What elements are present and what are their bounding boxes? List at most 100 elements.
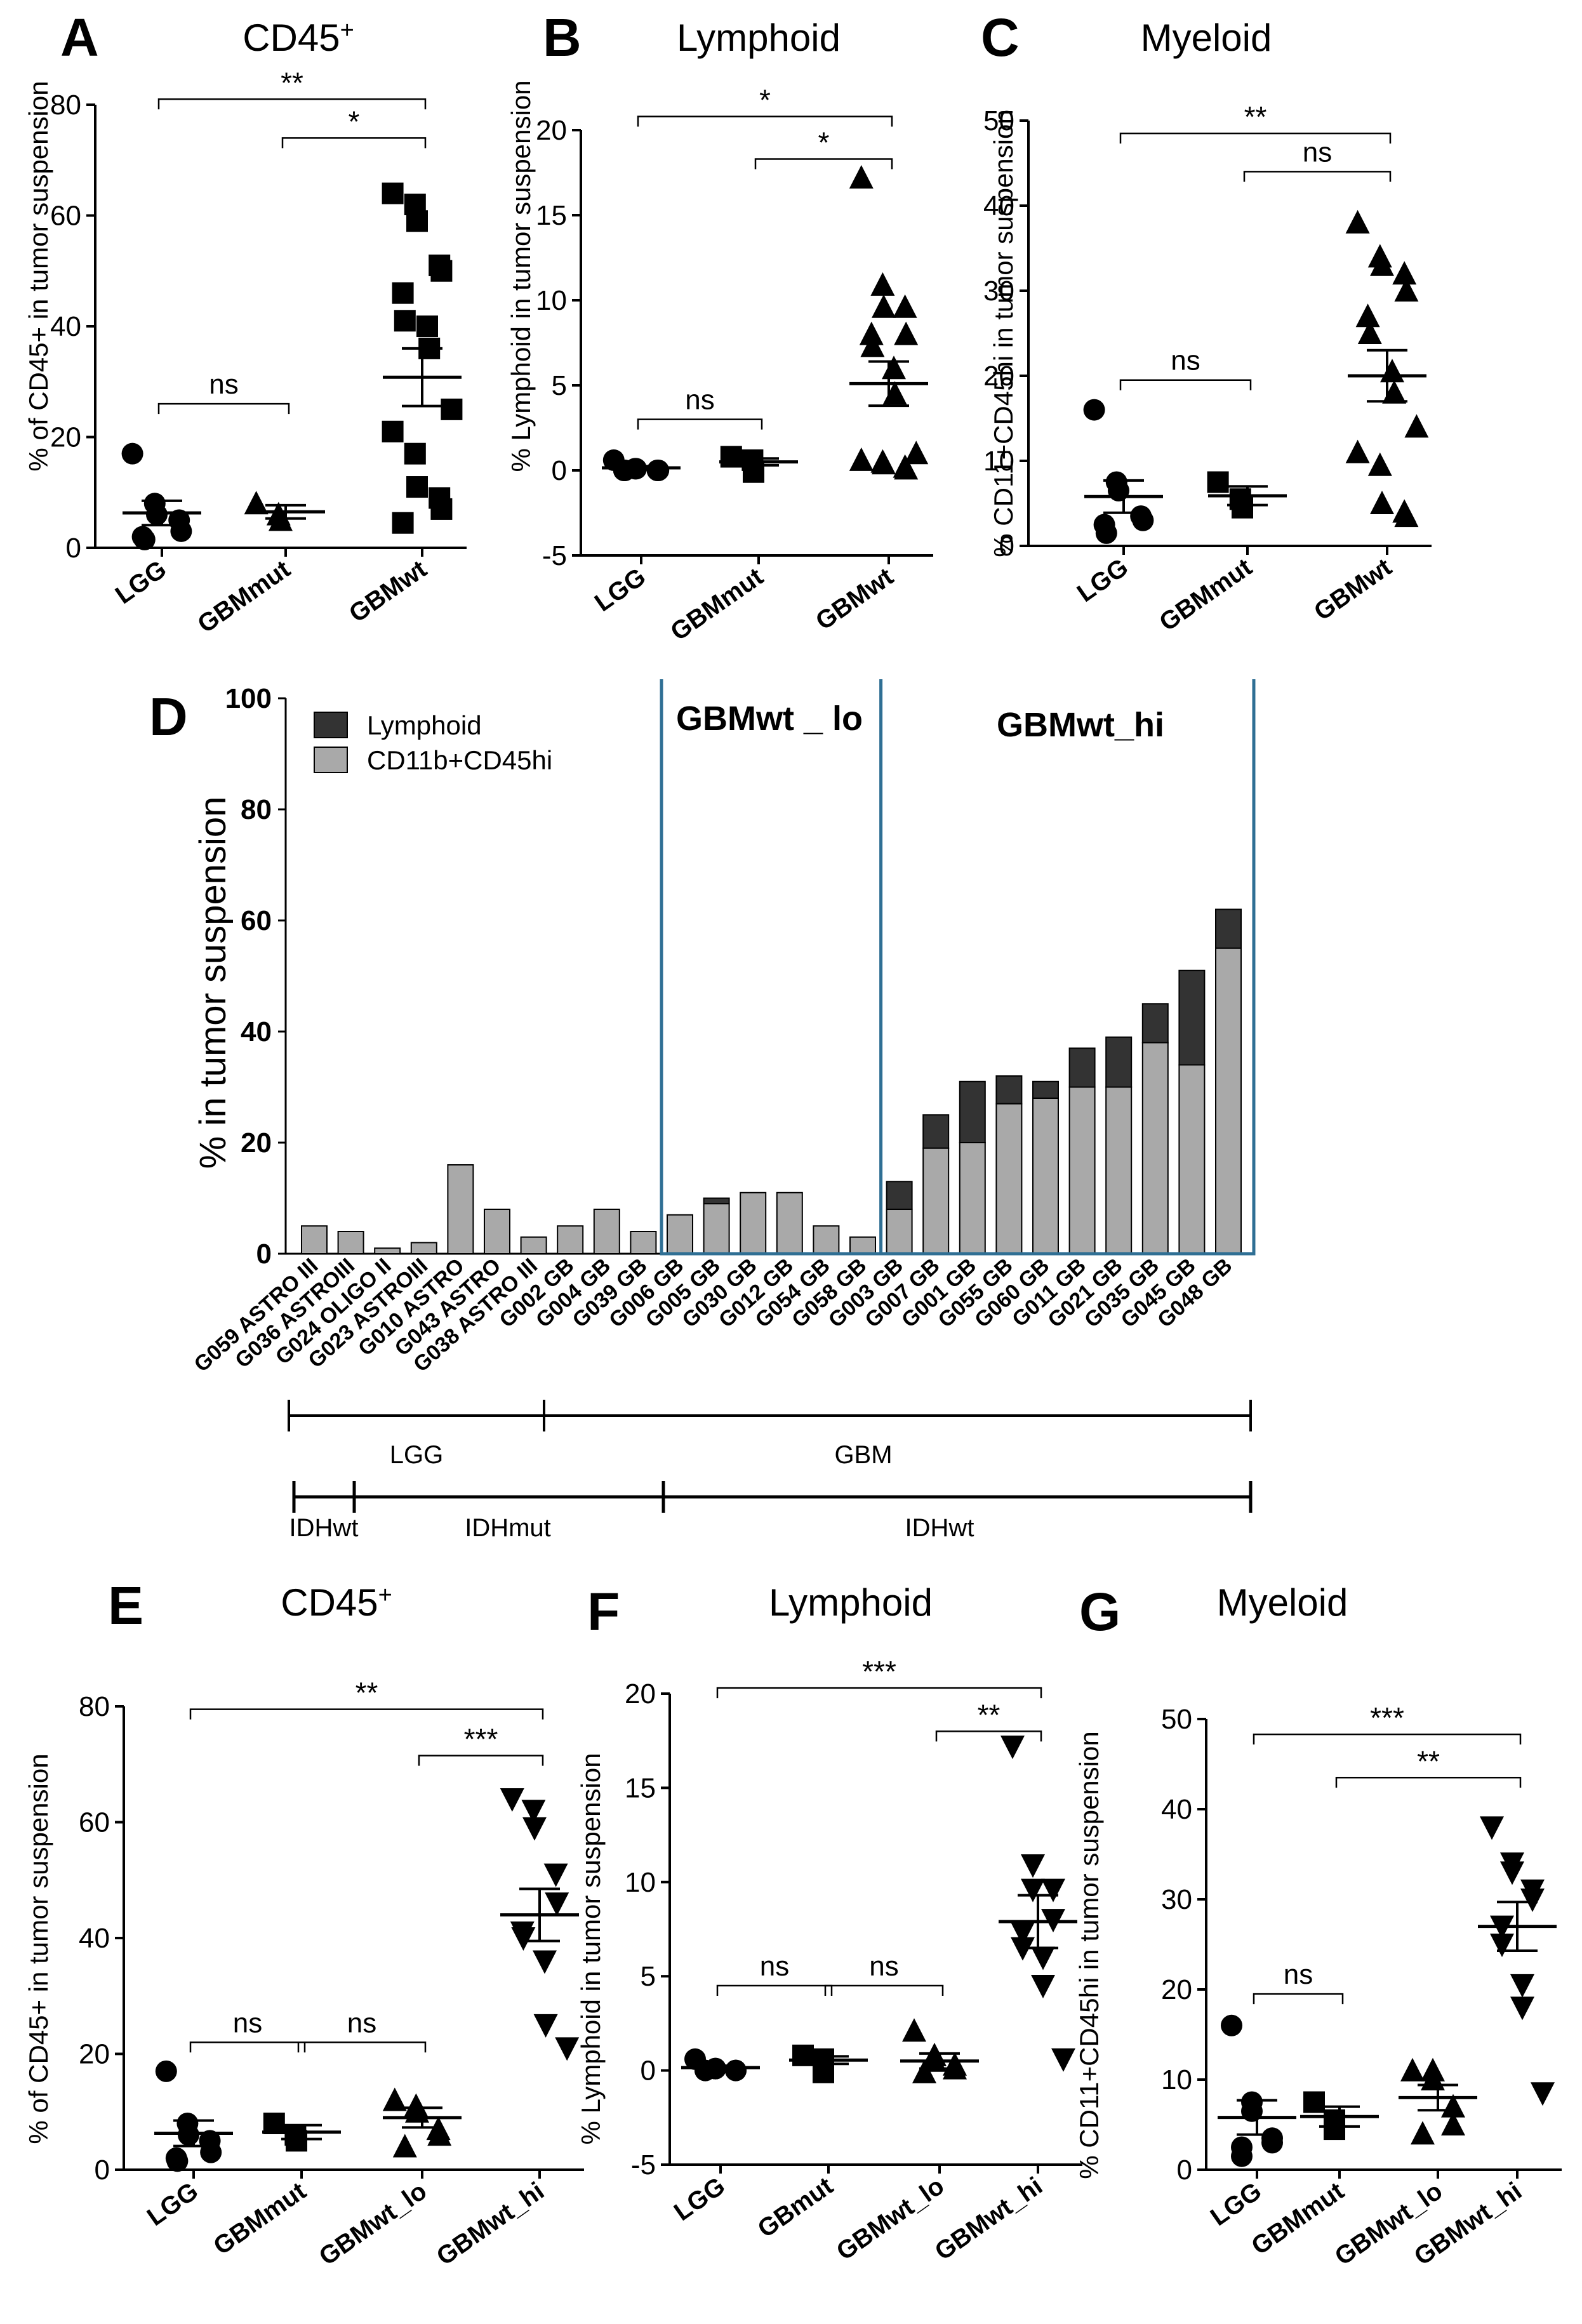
data-point	[894, 456, 919, 480]
bar-lymphoid	[1215, 908, 1242, 949]
y-tick-label: 20	[79, 2039, 110, 2070]
significance-bracket	[297, 2042, 427, 2053]
data-point	[1520, 1889, 1545, 1912]
y-tick-label: 20	[625, 1678, 656, 1710]
significance-label: ns	[760, 1951, 789, 1982]
significance-bracket	[1253, 1733, 1522, 1745]
data-point	[430, 260, 453, 282]
data-point	[166, 2150, 189, 2172]
data-point	[1404, 414, 1429, 438]
y-tick-label: 10	[536, 285, 567, 316]
x-tick-label: LGG	[590, 562, 651, 617]
data-point	[882, 355, 906, 380]
significance-bracket	[716, 1984, 833, 1996]
data-point	[849, 447, 874, 471]
data-point	[382, 2087, 407, 2111]
significance-label: **	[1417, 1744, 1440, 1777]
data-point	[1011, 1922, 1035, 1946]
y-tick-label: 5	[552, 370, 567, 401]
data-point	[521, 1800, 546, 1824]
data-point	[545, 1892, 569, 1916]
x-tick-label: GBMmut	[665, 562, 768, 646]
y-tick-label: 60	[79, 1807, 110, 1838]
data-point	[1083, 399, 1105, 421]
bar-myeloid	[922, 1147, 950, 1254]
bar-myeloid	[813, 1225, 840, 1254]
data-point	[912, 2059, 936, 2083]
data-point	[394, 310, 416, 332]
significance-bracket	[716, 1687, 1042, 1699]
significance-bracket	[1243, 171, 1392, 182]
data-point	[1345, 439, 1370, 463]
bar-myeloid	[447, 1164, 474, 1254]
x-tick-label: GBMwt_lo	[832, 2172, 949, 2266]
bar-lymphoid	[959, 1080, 986, 1143]
data-point	[870, 272, 895, 296]
data-point	[392, 2134, 417, 2158]
data-point	[849, 165, 874, 189]
panel-c: C Myeloid % CD11+CD45hi in tumor suspens…	[981, 8, 1432, 637]
bar-myeloid	[484, 1209, 510, 1254]
bar-myeloid	[520, 1236, 547, 1254]
panel-g: G Myeloid % CD11+CD45hi in tumor suspens…	[1074, 1581, 1562, 2271]
data-point	[894, 321, 919, 345]
data-point	[1232, 496, 1253, 519]
group-box-outline	[660, 679, 1256, 1256]
data-point	[178, 2124, 199, 2146]
data-point	[392, 282, 414, 304]
significance-label: *	[349, 105, 360, 138]
data-point	[1480, 1816, 1504, 1840]
data-point	[1000, 1736, 1025, 1760]
data-point	[392, 512, 414, 534]
y-tick-label: 20	[983, 361, 1014, 392]
y-tick-label: 80	[241, 794, 272, 825]
data-point	[244, 491, 269, 515]
panel-b: B Lymphoid % Lymphoid in tumor suspensio…	[506, 8, 933, 646]
panel-title: Myeloid	[1141, 17, 1272, 59]
panel-title: CD45+	[243, 17, 354, 59]
data-point	[406, 210, 428, 232]
significance-label: *	[759, 84, 771, 117]
bar-myeloid	[703, 1203, 730, 1254]
bar-myeloid	[959, 1142, 986, 1254]
bar-myeloid	[630, 1231, 657, 1254]
y-tick-label: 20	[50, 422, 81, 453]
y-tick-label: 0	[552, 455, 567, 486]
data-point	[500, 1788, 524, 1812]
y-tick-label: 80	[79, 1691, 110, 1722]
group-label-idhmut: IDHmut	[465, 1514, 551, 1542]
y-axis-label: % CD11+CD45hi in tumor suspension	[988, 109, 1018, 557]
y-axis-label: % of CD45+ in tumor suspension	[23, 81, 53, 471]
legend-label-lymphoid: Lymphoid	[367, 710, 482, 740]
data-point	[1394, 278, 1419, 302]
y-tick-label: 20	[536, 115, 567, 146]
x-tick-label: GBMwt	[344, 555, 432, 628]
significance-label: ***	[1370, 1701, 1404, 1734]
data-point	[533, 2014, 558, 2038]
x-tick-label: LGG	[1206, 2177, 1266, 2231]
data-point	[1051, 2048, 1075, 2072]
panel-title: CD45+	[281, 1581, 392, 1624]
significance-bracket	[189, 1708, 544, 1720]
data-point	[427, 2122, 452, 2146]
y-tick-label: 60	[50, 201, 81, 232]
significance-label: ns	[233, 2007, 262, 2038]
bar-myeloid	[1178, 1064, 1206, 1254]
y-tick-label: 5	[641, 1961, 656, 1992]
data-point	[1380, 359, 1404, 383]
x-tick-label: GBMwt	[811, 562, 898, 635]
bar-myeloid	[337, 1231, 364, 1254]
data-point	[430, 498, 453, 520]
data-point	[902, 2018, 926, 2042]
significance-bracket	[157, 402, 290, 415]
significance-bracket	[418, 1755, 544, 1766]
data-point	[1441, 2112, 1465, 2135]
panel-title: Lymphoid	[769, 1581, 933, 1624]
data-point	[146, 503, 168, 526]
bar-myeloid	[740, 1192, 767, 1254]
data-point	[1510, 1996, 1534, 2021]
data-point	[382, 420, 404, 442]
